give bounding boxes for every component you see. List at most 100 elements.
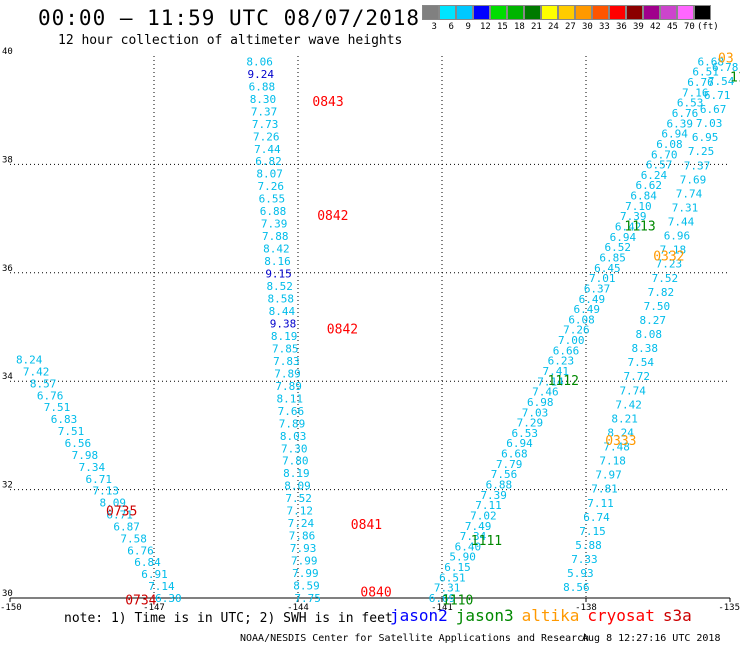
wave-height-label: 7.25 <box>688 145 715 158</box>
pass-time-label: 03 <box>718 52 734 67</box>
wave-height-label: 6.98 <box>527 396 554 409</box>
pass-time-label: 0735 <box>106 504 137 519</box>
legend-swatch <box>694 5 711 20</box>
legend-swatch <box>592 5 609 20</box>
wave-height-label: 7.85 <box>272 342 299 355</box>
wave-height-label: 6.70 <box>651 148 678 161</box>
wave-height-label: 6.94 <box>610 231 637 244</box>
legend-swatch <box>626 5 643 20</box>
wave-height-label: 6.55 <box>259 193 286 206</box>
wave-height-label: 6.57 <box>646 159 673 172</box>
pass-time-label: 0840 <box>360 586 391 601</box>
wave-height-label: 5.88 <box>575 539 602 552</box>
legend-swatch <box>575 5 592 20</box>
pass-time-label: 1110 <box>442 594 473 609</box>
legend-label: 3 <box>431 22 437 32</box>
legend-swatch <box>643 5 660 20</box>
wave-height-label: 6.39 <box>667 117 694 130</box>
legend-swatch <box>456 5 473 20</box>
wave-height-label: 8.03 <box>280 430 307 443</box>
wave-height-label: 7.31 <box>434 582 461 595</box>
wave-height-label: 7.41 <box>542 365 569 378</box>
y-tick-label: 30 <box>2 589 13 599</box>
legend-label: 6 <box>448 22 454 32</box>
wave-height-label: 7.52 <box>285 492 312 505</box>
wave-height-label: 7.00 <box>558 334 585 347</box>
footnote: note: 1) Time is in UTC; 2) SWH is in fe… <box>64 611 393 626</box>
x-tick-label: -138 <box>575 603 597 613</box>
wave-height-label: 7.99 <box>292 567 319 580</box>
wave-height-label: 7.97 <box>595 469 622 482</box>
wave-height-label: 7.26 <box>258 180 285 193</box>
wave-height-label: 6.83 <box>51 413 78 426</box>
wave-height-label: 7.30 <box>281 442 308 455</box>
wave-height-label: 7.83 <box>273 355 300 368</box>
satellite-jason3: jason3 <box>455 606 514 625</box>
legend-label: 39 <box>633 22 644 32</box>
wave-height-label: 9.38 <box>270 317 297 330</box>
wave-height-label: 7.23 <box>656 258 683 271</box>
legend-label: 36 <box>616 22 627 32</box>
wave-height-label: 7.34 <box>460 530 487 543</box>
wave-height-label: 7.18 <box>599 455 626 468</box>
wave-height-label: 7.75 <box>294 592 321 605</box>
wave-height-label: 6.62 <box>636 179 663 192</box>
wave-height-label: 6.85 <box>599 251 626 264</box>
x-tick-label: -141 <box>431 603 453 613</box>
wave-height-label: 7.16 <box>682 86 709 99</box>
wave-height-label: 7.31 <box>672 201 699 214</box>
wave-height-label: 6.95 <box>692 131 719 144</box>
wave-height-label: 6.69 <box>429 592 456 605</box>
y-tick-label: 40 <box>2 47 13 57</box>
wave-height-label: 7.51 <box>44 401 71 414</box>
x-tick-label: -147 <box>143 603 165 613</box>
legend-label: 33 <box>599 22 610 32</box>
legend-swatches <box>422 5 711 20</box>
legend-swatch <box>524 5 541 20</box>
legend-label: 70 <box>684 22 695 32</box>
wave-height-label: 7.39 <box>620 210 647 223</box>
legend-label: 12 <box>480 22 491 32</box>
wave-height-label: 7.58 <box>120 532 147 545</box>
legend-swatch <box>660 5 677 20</box>
satellite-cryosat: cryosat <box>587 606 655 625</box>
timestamp: Aug 8 12:27:16 UTC 2018 <box>582 633 721 644</box>
x-tick-label: -135 <box>718 603 740 613</box>
pass-time-label: 0842 <box>317 209 348 224</box>
wave-height-label: 6.08 <box>568 313 595 326</box>
wave-height-label: 6.94 <box>506 437 533 450</box>
legend-labels: 3 6 9 12 15 18 21 24 27 30 33 36 39 42 45 70 (ft) <box>422 20 719 34</box>
pass-time-label: 0843 <box>312 95 343 110</box>
wave-height-label: 7.11 <box>475 499 502 512</box>
wave-height-label: 6.67 <box>700 103 727 116</box>
wave-height-label: 7.03 <box>522 406 549 419</box>
wave-height-label: 6.78 <box>712 61 739 74</box>
y-tick-label: 32 <box>2 481 13 491</box>
legend-swatch <box>490 5 507 20</box>
wave-height-label: 6.52 <box>605 241 632 254</box>
wave-height-label: 8.21 <box>611 412 638 425</box>
legend-label: (ft) <box>697 22 719 32</box>
wave-height-label: 6.42 <box>615 221 642 234</box>
wave-height-label: 7.80 <box>282 455 309 468</box>
wave-height-label: 7.14 <box>537 375 564 388</box>
wave-height-label: 7.11 <box>587 497 614 510</box>
wave-height-label: 6.96 <box>664 230 691 243</box>
wave-height-label: 7.37 <box>684 159 711 172</box>
legend-swatch <box>507 5 524 20</box>
legend-swatch <box>422 5 439 20</box>
y-tick-label: 34 <box>2 372 13 382</box>
wave-height-label: 7.89 <box>274 367 301 380</box>
satellite-altika: altika <box>521 606 580 625</box>
wave-height-label: 8.56 <box>563 581 590 594</box>
wave-height-label: 6.74 <box>583 511 610 524</box>
wave-height-label: 6.66 <box>553 344 580 357</box>
legend-label: 24 <box>548 22 559 32</box>
pass-time-label: 0333 <box>605 434 636 449</box>
legend-swatch <box>473 5 490 20</box>
satellite-jason2: jason2 <box>390 606 448 625</box>
wave-height-label: 6.53 <box>511 427 538 440</box>
wave-height-label: 5.93 <box>567 567 594 580</box>
wave-height-label: 7.81 <box>591 483 618 496</box>
axis-lines <box>9 597 731 602</box>
